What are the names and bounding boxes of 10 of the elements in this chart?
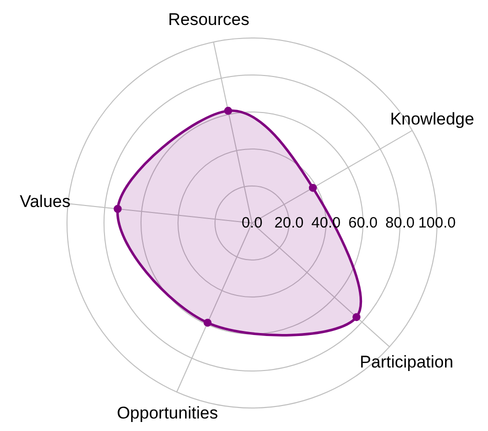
spoke-label: Opportunities (116, 404, 218, 423)
y-tick-label: 100.0 (418, 214, 456, 232)
spoke-label: Resources (168, 10, 250, 30)
spoke-label: Participation (360, 352, 454, 372)
y-tick-label: 60.0 (348, 214, 378, 232)
y-tick-label: 80.0 (385, 214, 415, 232)
spoke-label: Knowledge (390, 110, 474, 128)
spoke-label: Values (20, 192, 70, 211)
y-tick-label: 20.0 (274, 214, 304, 232)
y-tick-label: 0.0 (242, 214, 262, 232)
